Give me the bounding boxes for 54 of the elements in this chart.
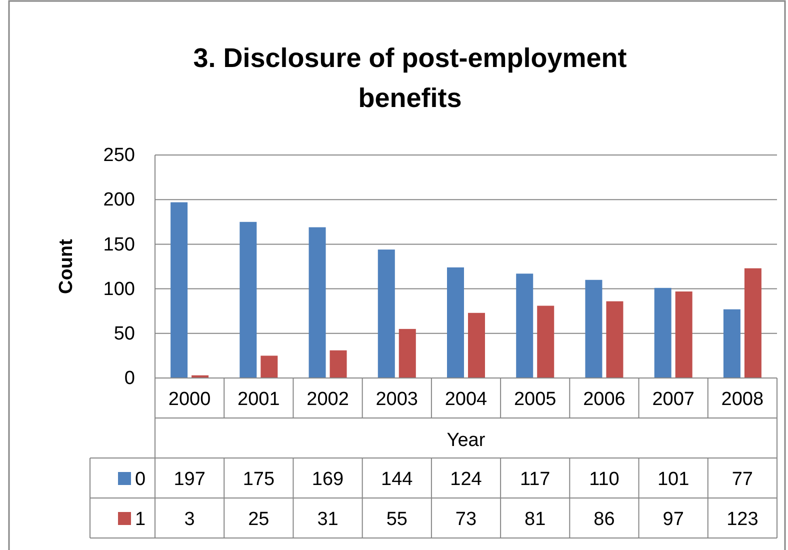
x-tick-label: 2000 [168, 389, 211, 410]
x-tick-label: 2006 [583, 389, 626, 410]
x-tick-label: 2002 [306, 389, 349, 410]
bar [170, 202, 188, 378]
data-label: 73 [455, 509, 477, 530]
x-tick-label: 2005 [514, 389, 556, 410]
data-label: 124 [450, 469, 482, 490]
x-tick-label: 2001 [238, 389, 280, 410]
data-label: 101 [657, 469, 690, 490]
bar [675, 291, 692, 378]
bar [468, 312, 485, 378]
data-label: 25 [248, 509, 270, 530]
data-label: 144 [381, 469, 414, 490]
x-tick-label: 2007 [652, 389, 694, 410]
bar [330, 350, 347, 378]
data-label: 86 [594, 509, 615, 530]
data-label: 81 [524, 509, 546, 530]
x-tick-label: 2008 [721, 389, 764, 410]
bar [516, 274, 534, 378]
chart-title: 3. Disclosure of post-employment benefits [193, 43, 627, 113]
data-label: 123 [726, 509, 758, 530]
bar [308, 227, 326, 378]
bar [378, 250, 395, 378]
y-tick-label: 150 [103, 234, 135, 256]
data-label: 3 [184, 509, 195, 530]
data-label: 97 [662, 509, 684, 530]
bar [240, 222, 257, 378]
bar [744, 268, 762, 378]
y-tick-label: 200 [103, 190, 135, 211]
y-tick-label: 50 [114, 323, 135, 344]
data-label: 31 [317, 509, 338, 530]
bar [723, 309, 740, 378]
data-label: 117 [520, 469, 550, 490]
data-label: 175 [242, 469, 275, 490]
y-tick-label: 250 [103, 145, 135, 166]
y-axis-title: Count [56, 238, 77, 294]
y-tick-label: 100 [103, 278, 135, 300]
x-tick-label: 2004 [444, 389, 488, 410]
bar [585, 280, 602, 378]
data-label: 77 [732, 469, 754, 490]
bar [447, 267, 464, 378]
x-axis-title: Year [446, 430, 486, 451]
data-label: 169 [312, 469, 344, 490]
legend-label: 1 [135, 509, 146, 530]
x-tick-label: 2003 [376, 389, 418, 410]
bar [260, 356, 278, 378]
bar [398, 328, 416, 378]
bar [654, 288, 672, 378]
data-label: 55 [386, 509, 408, 530]
bar [606, 301, 624, 378]
y-tick-label: 0 [124, 368, 135, 390]
data-label: 110 [589, 469, 620, 490]
bar [537, 306, 554, 378]
data-label: 197 [174, 469, 206, 490]
